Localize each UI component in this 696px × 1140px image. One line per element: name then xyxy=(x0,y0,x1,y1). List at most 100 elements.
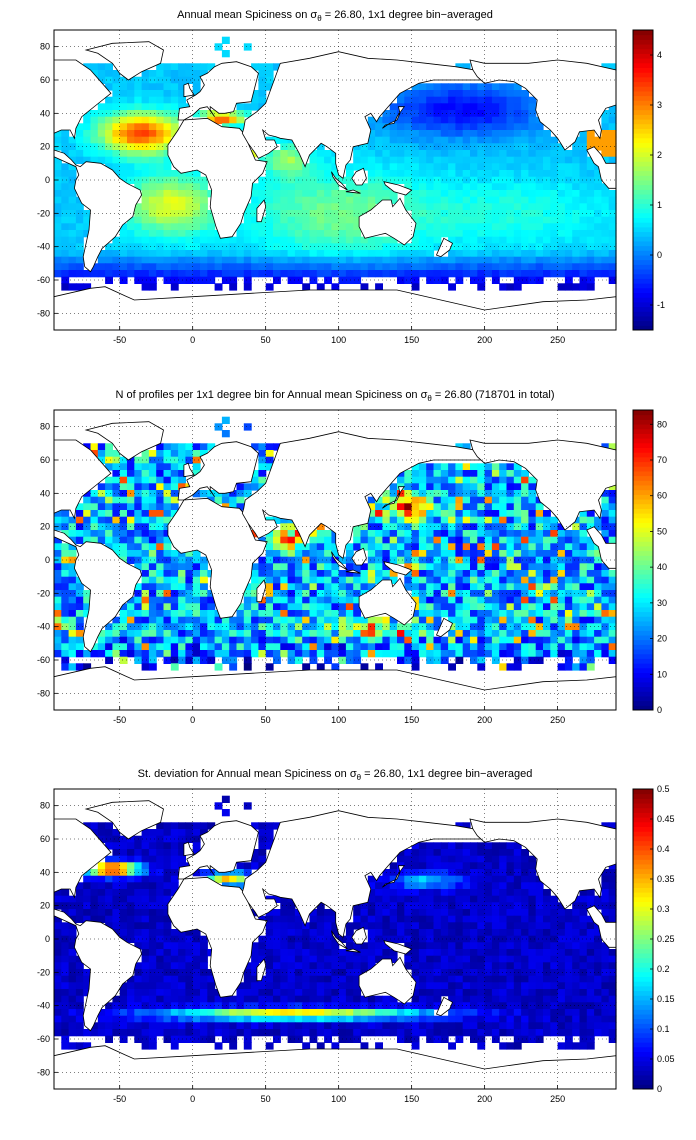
heatmap-cell xyxy=(265,530,274,538)
heatmap-cell xyxy=(236,982,245,990)
heatmap-cell xyxy=(564,656,573,664)
heatmap-cell xyxy=(586,955,595,963)
heatmap-cell xyxy=(521,196,529,204)
heatmap-cell xyxy=(112,130,121,138)
heatmap-cell xyxy=(302,962,311,970)
heatmap-cell xyxy=(302,590,311,598)
heatmap-cell xyxy=(236,250,245,258)
heatmap-cell xyxy=(141,563,150,571)
heatmap-cell xyxy=(608,610,617,618)
heatmap-cell xyxy=(418,130,427,138)
heatmap-cell xyxy=(112,902,121,910)
heatmap-cell xyxy=(528,150,537,158)
heatmap-cell xyxy=(594,962,602,970)
heatmap-cell xyxy=(433,550,442,558)
heatmap-cell xyxy=(608,596,617,604)
heatmap-cell xyxy=(543,636,551,644)
heatmap-cell xyxy=(426,643,435,651)
heatmap-cell xyxy=(477,596,486,604)
heatmap-cell xyxy=(156,523,165,531)
heatmap-cell xyxy=(528,650,537,658)
heatmap-cell xyxy=(455,510,464,518)
heatmap-cell xyxy=(404,130,413,138)
heatmap-cell xyxy=(506,935,515,943)
heatmap-cell xyxy=(426,103,435,111)
heatmap-cell xyxy=(594,616,602,624)
heatmap-cell xyxy=(506,263,515,271)
heatmap-cell xyxy=(608,862,617,870)
heatmap-cell xyxy=(382,503,391,511)
heatmap-cell xyxy=(586,156,595,164)
heatmap-cell xyxy=(499,889,508,897)
heatmap-cell xyxy=(462,230,471,238)
heatmap-cell xyxy=(200,183,208,191)
heatmap-cell xyxy=(54,889,62,897)
heatmap-cell xyxy=(360,909,369,917)
heatmap-cell xyxy=(156,230,165,238)
heatmap-cell xyxy=(418,476,427,484)
heatmap-cell xyxy=(243,263,252,271)
heatmap-cell xyxy=(112,83,121,91)
heatmap-cell xyxy=(455,236,464,244)
heatmap-cell xyxy=(273,909,281,917)
heatmap-cell xyxy=(148,83,157,91)
heatmap-cell xyxy=(440,590,449,598)
heatmap-cell xyxy=(214,875,223,883)
heatmap-cell xyxy=(506,862,515,870)
heatmap-cell xyxy=(75,250,84,258)
heatmap-cell xyxy=(448,196,456,204)
heatmap-cell xyxy=(294,570,303,578)
heatmap-cell xyxy=(550,136,559,144)
heatmap-cell xyxy=(594,596,602,604)
heatmap-cell xyxy=(170,590,179,598)
land-outline xyxy=(256,579,267,603)
heatmap-cell xyxy=(156,236,165,244)
heatmap-cell xyxy=(324,975,332,983)
colorbar-segment xyxy=(633,442,653,448)
heatmap-cell xyxy=(360,570,369,578)
heatmap-cell xyxy=(506,543,515,551)
heatmap-cell xyxy=(134,170,143,178)
heatmap-cell xyxy=(543,150,551,158)
heatmap-cell xyxy=(499,530,508,538)
heatmap-cell xyxy=(455,110,464,118)
heatmap-cell xyxy=(513,530,522,538)
heatmap-cell xyxy=(258,576,267,584)
heatmap-cell xyxy=(367,583,376,591)
heatmap-cell xyxy=(564,536,573,544)
heatmap-cell xyxy=(54,955,62,963)
heatmap-cell xyxy=(506,90,515,98)
heatmap-cell xyxy=(141,96,150,104)
heatmap-cell xyxy=(404,643,413,651)
heatmap-cell xyxy=(61,170,70,178)
heatmap-cell xyxy=(418,496,427,504)
heatmap-cell xyxy=(397,263,405,271)
heatmap-cell xyxy=(105,922,113,930)
heatmap-cell xyxy=(470,590,478,598)
heatmap-cell xyxy=(309,982,318,990)
heatmap-cell xyxy=(455,83,464,91)
colorbar-segment xyxy=(633,170,653,176)
heatmap-cell xyxy=(294,975,303,983)
heatmap-cell xyxy=(572,176,581,184)
heatmap-cell xyxy=(491,243,500,251)
heatmap-cell xyxy=(499,243,508,251)
heatmap-cell xyxy=(148,230,157,238)
heatmap-cell xyxy=(156,563,165,571)
heatmap-cell xyxy=(331,616,340,624)
heatmap-cell xyxy=(75,610,84,618)
heatmap-cell xyxy=(258,829,267,837)
heatmap-cell xyxy=(316,650,325,658)
heatmap-cell xyxy=(521,935,529,943)
heatmap-cell xyxy=(141,909,150,917)
heatmap-cell xyxy=(440,83,449,91)
heatmap-cell xyxy=(477,150,486,158)
heatmap-cell xyxy=(309,223,318,231)
heatmap-cell xyxy=(200,623,208,631)
heatmap-cell xyxy=(586,536,595,544)
heatmap-cell xyxy=(491,270,500,278)
heatmap-cell xyxy=(294,263,303,271)
colorbar-tick-label: 30 xyxy=(657,598,667,608)
heatmap-cell xyxy=(75,230,84,238)
land-outline xyxy=(351,547,367,566)
